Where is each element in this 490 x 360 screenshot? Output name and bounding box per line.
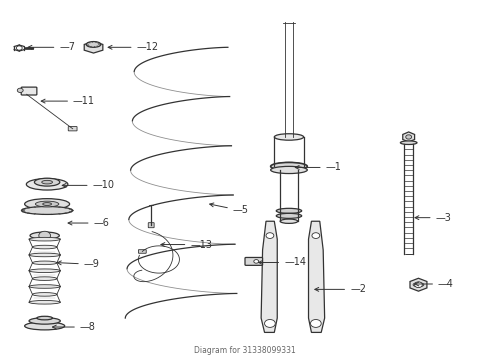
Text: —13: —13 <box>161 239 212 249</box>
FancyBboxPatch shape <box>21 87 37 95</box>
Circle shape <box>311 319 321 327</box>
Text: —4: —4 <box>415 279 454 289</box>
Ellipse shape <box>37 316 52 320</box>
Polygon shape <box>84 41 103 53</box>
Ellipse shape <box>29 269 60 273</box>
Text: —2: —2 <box>315 284 366 294</box>
Circle shape <box>312 233 320 238</box>
Ellipse shape <box>29 285 60 288</box>
Ellipse shape <box>24 199 70 210</box>
Circle shape <box>406 135 412 139</box>
Circle shape <box>265 319 275 327</box>
Ellipse shape <box>274 134 304 140</box>
Ellipse shape <box>43 203 51 206</box>
FancyBboxPatch shape <box>138 250 146 253</box>
Text: —11: —11 <box>41 96 95 106</box>
Ellipse shape <box>29 237 60 241</box>
Text: —12: —12 <box>108 42 159 52</box>
Ellipse shape <box>32 245 57 249</box>
Circle shape <box>415 282 422 288</box>
Polygon shape <box>410 278 427 291</box>
Ellipse shape <box>413 283 424 287</box>
Ellipse shape <box>29 318 60 324</box>
Text: —9: —9 <box>57 259 99 269</box>
Circle shape <box>39 231 50 240</box>
Text: —14: —14 <box>259 257 306 267</box>
Ellipse shape <box>32 293 57 296</box>
Ellipse shape <box>35 201 59 207</box>
Text: —10: —10 <box>62 180 115 190</box>
Circle shape <box>254 260 259 263</box>
Ellipse shape <box>276 213 302 219</box>
Ellipse shape <box>24 322 65 330</box>
Circle shape <box>17 88 23 93</box>
Ellipse shape <box>30 232 59 239</box>
FancyBboxPatch shape <box>68 127 77 131</box>
Ellipse shape <box>280 219 298 224</box>
Text: —1: —1 <box>295 162 342 172</box>
Ellipse shape <box>22 207 73 215</box>
Ellipse shape <box>400 141 417 144</box>
Text: —7: —7 <box>28 42 75 52</box>
Ellipse shape <box>276 208 302 213</box>
Text: —5: —5 <box>210 203 249 216</box>
Text: —3: —3 <box>415 213 451 222</box>
Polygon shape <box>309 221 325 332</box>
FancyBboxPatch shape <box>245 257 263 265</box>
Ellipse shape <box>42 180 52 184</box>
Text: —6: —6 <box>68 218 109 228</box>
Ellipse shape <box>274 162 304 169</box>
Ellipse shape <box>32 277 57 280</box>
Ellipse shape <box>270 162 307 170</box>
Polygon shape <box>403 132 415 142</box>
Circle shape <box>16 46 22 50</box>
FancyBboxPatch shape <box>148 223 154 228</box>
Ellipse shape <box>34 178 60 186</box>
Ellipse shape <box>29 301 60 304</box>
Ellipse shape <box>32 261 57 265</box>
Text: —8: —8 <box>52 322 96 332</box>
Ellipse shape <box>29 253 60 257</box>
Circle shape <box>266 233 274 238</box>
Ellipse shape <box>270 166 307 174</box>
Polygon shape <box>261 221 277 332</box>
Ellipse shape <box>26 179 68 190</box>
Ellipse shape <box>86 41 101 47</box>
Text: Diagram for 31338099331: Diagram for 31338099331 <box>194 346 296 355</box>
